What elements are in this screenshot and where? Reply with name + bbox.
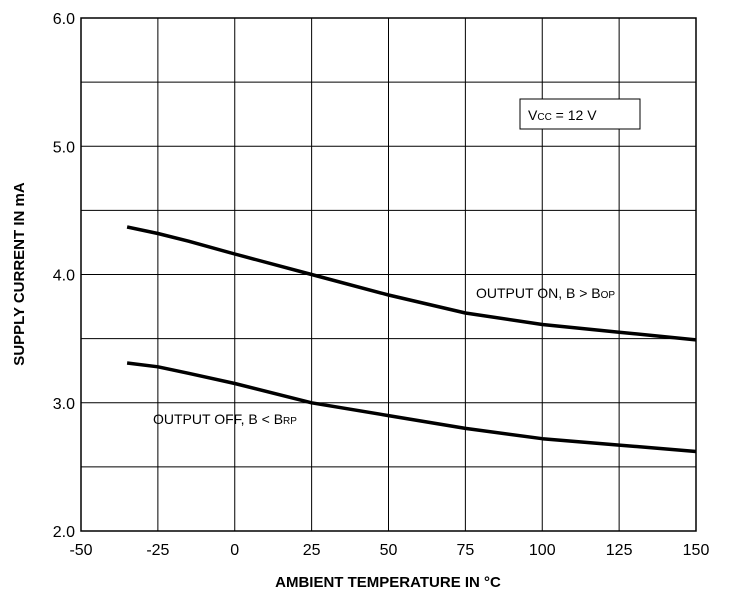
series-lines	[126, 225, 697, 454]
y-tick-label: 3.0	[53, 396, 75, 413]
series-line-output-on	[126, 225, 697, 342]
y-tick-label: 6.0	[53, 11, 75, 28]
y-tick-label: 2.0	[53, 524, 75, 541]
grid	[81, 18, 696, 531]
series-on-label: OUTPUT ON, B > BOP	[476, 285, 615, 301]
y-tick-label: 5.0	[53, 139, 75, 156]
x-axis-title: AMBIENT TEMPERATURE IN °C	[275, 574, 501, 591]
series-line-output-off	[126, 361, 697, 454]
x-tick-labels: -50 -25 0 25 50 75 100 125 150	[69, 542, 709, 559]
vcc-annotation-box	[519, 98, 641, 130]
x-tick-label: 150	[683, 542, 710, 559]
x-tick-label: 25	[303, 542, 321, 559]
vcc-annotation: VCC = 12 V	[519, 98, 641, 130]
x-tick-label: 75	[456, 542, 474, 559]
vcc-annotation-text: VCC = 12 V	[528, 107, 597, 123]
plot-frame	[80, 17, 697, 532]
y-axis-title: SUPPLY CURRENT IN mA	[11, 182, 28, 366]
y-tick-label: 4.0	[53, 268, 75, 285]
y-tick-labels: 2.0 3.0 4.0 5.0 6.0	[53, 11, 75, 541]
x-tick-label: 50	[380, 542, 398, 559]
x-tick-label: 125	[606, 542, 633, 559]
x-tick-label: -50	[69, 542, 92, 559]
x-tick-label: 100	[529, 542, 556, 559]
x-tick-label: 0	[230, 542, 239, 559]
series-off-label: OUTPUT OFF, B < BRP	[153, 411, 297, 427]
x-tick-label: -25	[146, 542, 169, 559]
